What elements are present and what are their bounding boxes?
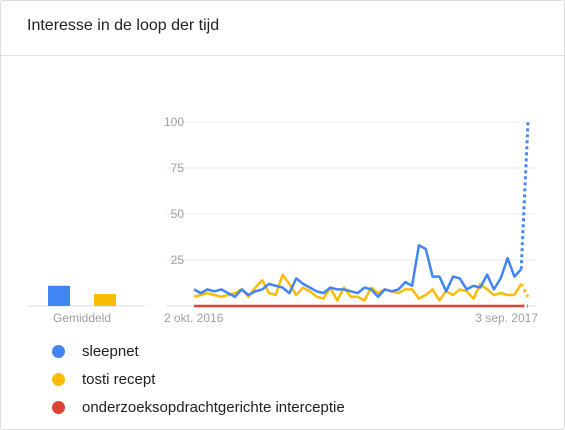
legend-dot-icon: [52, 401, 65, 414]
average-label: Gemiddeld: [53, 311, 111, 325]
average-bar: [94, 294, 116, 306]
legend-label: tosti recept: [82, 371, 156, 388]
legend-label: onderzoeksopdrachtgerichte interceptie: [82, 399, 345, 416]
card-title: Interesse in de loop der tijd: [27, 17, 220, 34]
x-tick-label-end: 3 sep. 2017: [475, 311, 538, 325]
average-bar: [48, 285, 70, 306]
chart-gridlines: [166, 121, 536, 307]
y-axis-labels: 100 75 50 25: [164, 115, 184, 267]
series-line-0: [193, 244, 523, 299]
legend-label: sleepnet: [82, 343, 139, 360]
legend-dot-icon: [52, 345, 65, 358]
card-header: Interesse in de loop der tijd: [1, 1, 564, 56]
y-tick-label: 100: [164, 115, 184, 129]
y-tick-label: 50: [171, 207, 185, 221]
y-tick-label: 75: [171, 161, 185, 175]
series-line-1: [193, 273, 523, 302]
chart-series[interactable]: [193, 121, 530, 308]
series-partial-segment-1: [519, 283, 530, 298]
average-panel: Gemiddeld: [28, 285, 145, 325]
series-partial-segment-0: [519, 121, 530, 270]
legend-dot-icon: [52, 373, 65, 386]
y-tick-label: 25: [171, 253, 185, 267]
x-tick-label-start: 2 okt. 2016: [164, 311, 224, 325]
x-axis-labels: 2 okt. 2016 3 sep. 2017: [164, 311, 538, 325]
